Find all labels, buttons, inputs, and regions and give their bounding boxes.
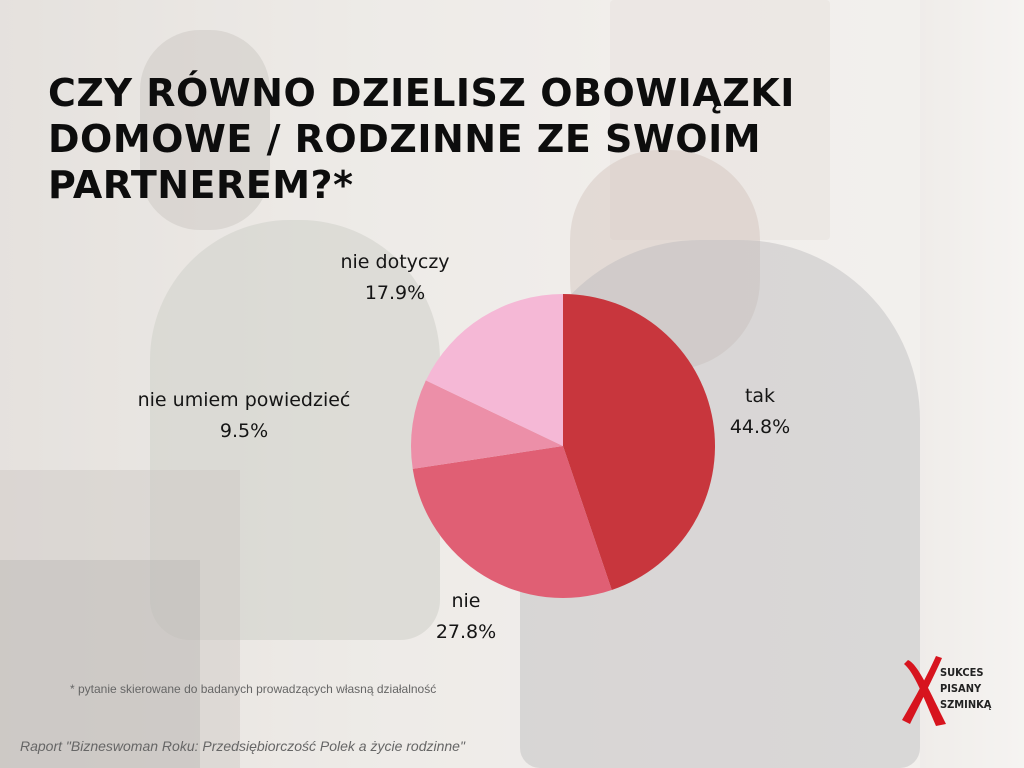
logo-line-2: PISANY <box>940 682 982 695</box>
source-caption: Raport "Bizneswoman Roku: Przedsiębiorcz… <box>20 738 465 754</box>
title-line-1: CZY RÓWNO DZIELISZ OBOWIĄZKI <box>48 71 795 115</box>
brand-logo: SUKCES PISANY SZMINKĄ <box>900 652 1000 732</box>
slice-label: tak <box>745 385 775 407</box>
slice-value-label: 44.8% <box>730 416 790 438</box>
pie-slice-tak <box>563 294 715 590</box>
title-line-2: DOMOWE / RODZINNE ZE SWOIM <box>48 117 762 161</box>
logo-line-1: SUKCES <box>940 666 984 679</box>
background-wall <box>920 0 1024 768</box>
pie-slice-nie-umiem-powiedzieć <box>411 380 563 469</box>
footnote: * pytanie skierowane do badanych prowadz… <box>70 682 437 696</box>
background-person-left-head <box>140 30 270 230</box>
background-counter <box>0 470 240 768</box>
slice-label: nie dotyczy <box>340 251 449 273</box>
background-stove <box>0 560 200 768</box>
slice-value-label: 9.5% <box>220 420 268 442</box>
background-person-left <box>150 220 440 640</box>
logo-line-3: SZMINKĄ <box>940 698 992 711</box>
chart-title: CZY RÓWNO DZIELISZ OBOWIĄZKI DOMOWE / RO… <box>48 70 868 208</box>
slice-value-label: 27.8% <box>436 621 496 643</box>
title-line-3: PARTNEREM?* <box>48 163 354 207</box>
slice-value-label: 17.9% <box>365 282 425 304</box>
red-x-logo-icon: SUKCES PISANY SZMINKĄ <box>902 656 992 726</box>
background-window <box>610 0 830 240</box>
pie-slice-nie-dotyczy <box>425 294 563 446</box>
slice-label: nie <box>451 590 480 612</box>
slice-label: nie umiem powiedzieć <box>138 389 351 411</box>
pie-slice-nie <box>412 446 612 598</box>
